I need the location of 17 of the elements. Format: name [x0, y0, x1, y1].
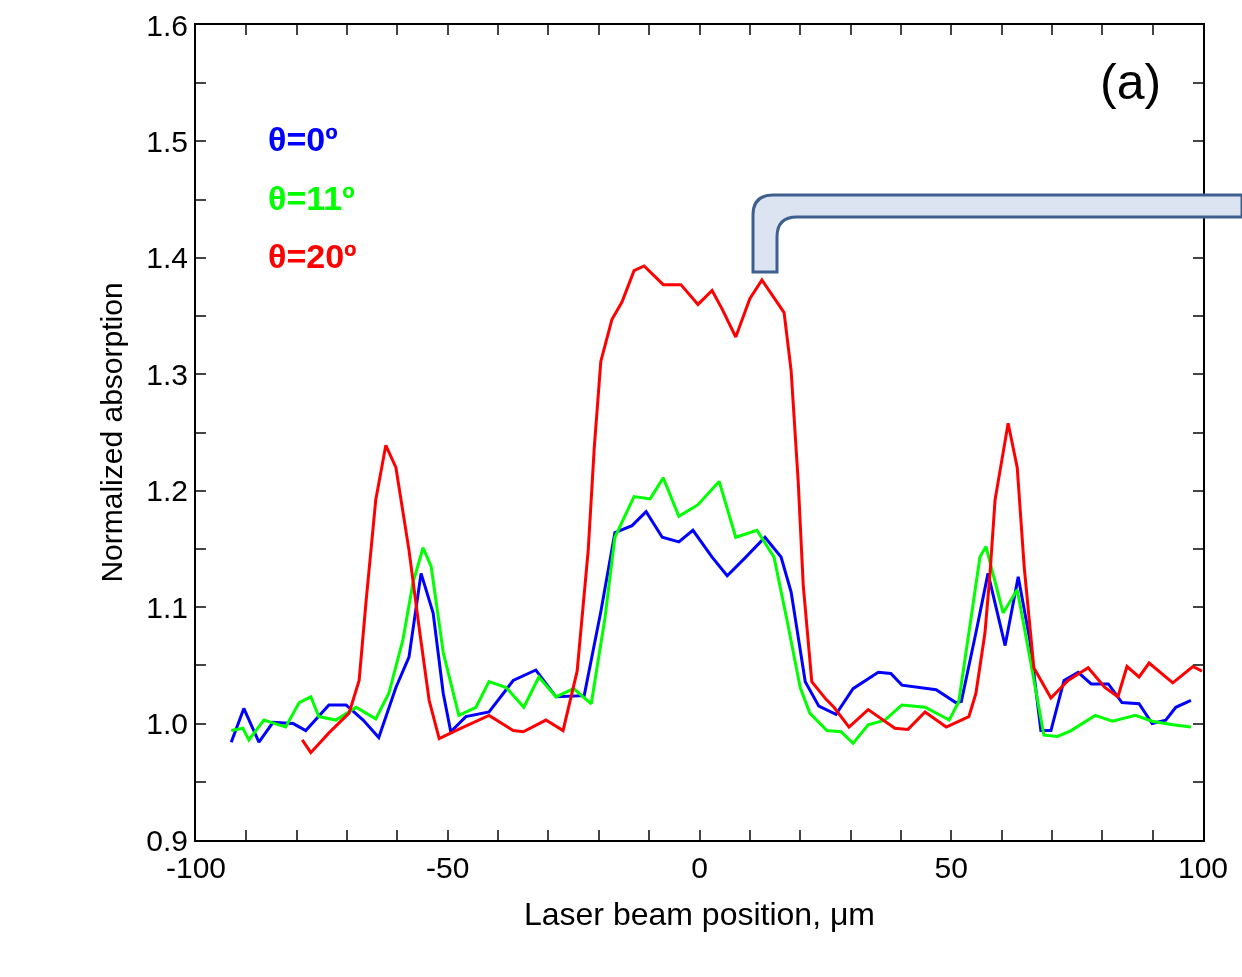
y-tick-label: 1.5 — [146, 124, 188, 158]
text: θ=20º — [268, 237, 357, 275]
x-tick-label: -50 — [426, 851, 470, 884]
y-tick-label: 1.0 — [146, 707, 188, 741]
text: θ=11º — [268, 179, 355, 217]
y-tick-label: 1.3 — [146, 357, 188, 391]
y-tick-label: 1.6 — [146, 8, 188, 42]
annotation: (a) — [1100, 54, 1162, 110]
y-tick-label: 1.2 — [146, 474, 188, 508]
x-axis-title: Laser beam position, μm — [523, 896, 876, 933]
y-tick-label: 1.4 — [146, 241, 188, 275]
x-tick-label: 0 — [691, 851, 708, 884]
x-tick-label: 50 — [934, 851, 968, 884]
y-axis-title: Normalized absorption — [94, 282, 128, 583]
x-tick-label: 100 — [1177, 851, 1229, 884]
text: θ=0º — [268, 120, 338, 158]
y-tick-label: 1.1 — [146, 590, 188, 624]
